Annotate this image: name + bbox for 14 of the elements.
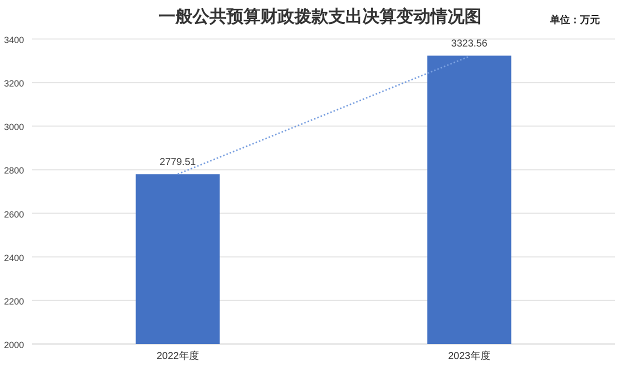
x-tick-label: 2022年度	[156, 350, 199, 362]
y-tick-label: 3000	[4, 122, 24, 132]
data-label: 2779.51	[160, 157, 196, 168]
chart-title: 一般公共预算财政拨款支出决算变动情况图	[158, 7, 482, 27]
text: 单位：万元	[549, 14, 600, 26]
x-tick-label: 2023年度	[448, 350, 490, 362]
y-tick-label: 3200	[4, 78, 24, 89]
y-tick-label: 2600	[4, 209, 24, 220]
y-tick-label: 3400	[4, 35, 24, 45]
data-label: 3323.56	[451, 38, 488, 50]
y-tick-label: 2200	[4, 296, 24, 306]
y-tick-label: 2800	[4, 166, 24, 176]
y-tick-label: 2000	[4, 340, 24, 350]
y-tick-label: 2400	[4, 252, 24, 263]
